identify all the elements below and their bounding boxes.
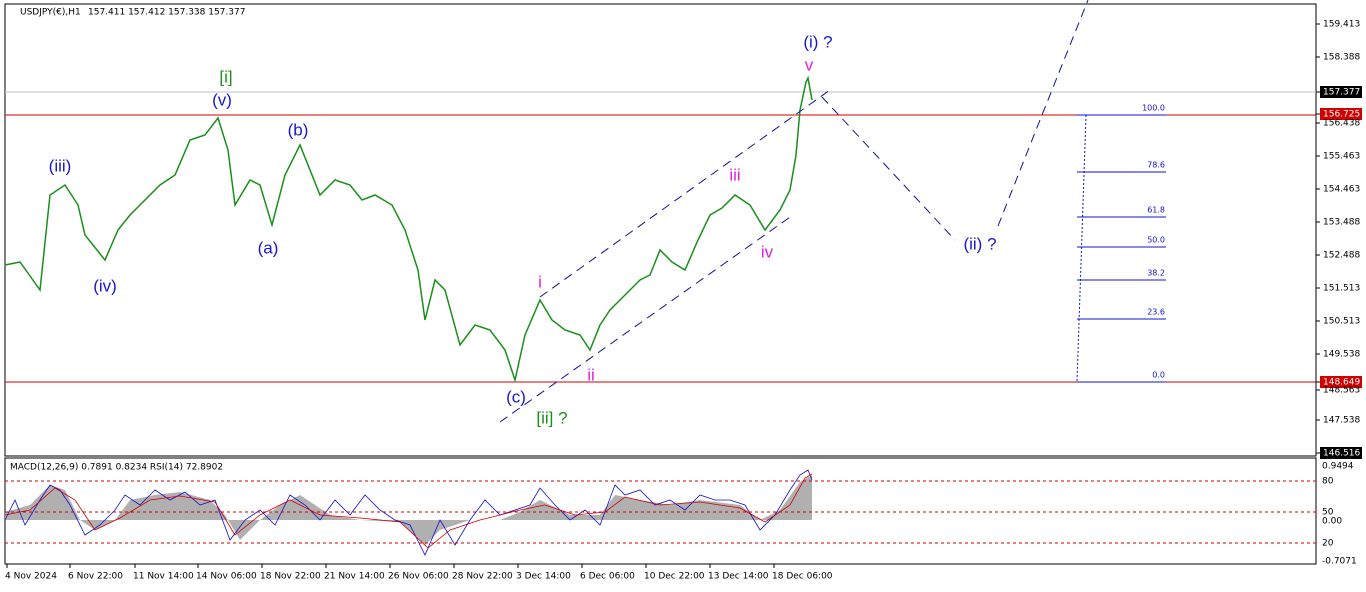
time-label: 3 Dec 14:00 bbox=[516, 572, 571, 582]
price-label: 153.488 bbox=[1323, 218, 1360, 228]
time-label: 18 Nov 22:00 bbox=[260, 572, 321, 582]
fib-trend bbox=[1076, 114, 1087, 383]
wave-label: iii bbox=[729, 165, 740, 184]
price-label: 157.377 bbox=[1323, 88, 1360, 98]
price-label: 150.513 bbox=[1323, 317, 1360, 327]
price-label: 154.463 bbox=[1323, 185, 1360, 195]
time-label: 11 Nov 14:00 bbox=[133, 572, 194, 582]
price-label: 152.488 bbox=[1323, 251, 1360, 261]
time-label: 6 Nov 22:00 bbox=[68, 572, 123, 582]
time-label: 4 Nov 2024 bbox=[5, 572, 57, 582]
indicator-title: MACD(12,26,9) 0.7891 0.8234 RSI(14) 72.8… bbox=[10, 463, 223, 473]
wave-label: v bbox=[805, 55, 814, 74]
wave-label: [ii] ? bbox=[536, 408, 567, 427]
wave-label: [i] bbox=[219, 67, 232, 86]
price-tag bbox=[1320, 108, 1362, 120]
fib-label: 0.0 bbox=[1152, 371, 1165, 380]
macd-signal bbox=[4, 473, 813, 549]
wave-label: (b) bbox=[288, 120, 309, 139]
price-label: 149.538 bbox=[1323, 350, 1360, 360]
price-label: 151.513 bbox=[1323, 284, 1360, 294]
wave-label: ii bbox=[587, 365, 595, 384]
time-label: 26 Nov 06:00 bbox=[388, 572, 449, 582]
price-label: 156.438 bbox=[1323, 119, 1360, 129]
main-pane bbox=[4, 3, 1317, 457]
rsi-line bbox=[4, 469, 813, 556]
indicator-label: 0.9494 bbox=[1322, 462, 1354, 472]
projection-down bbox=[821, 96, 956, 241]
price-label: 146.516 bbox=[1323, 449, 1360, 459]
fib-label: 23.6 bbox=[1147, 308, 1165, 317]
fib-label: 78.6 bbox=[1147, 161, 1165, 170]
wave-label: (c) bbox=[506, 387, 526, 406]
indicator-label: 20 bbox=[1322, 539, 1334, 549]
fib-label: 50.0 bbox=[1147, 236, 1165, 245]
price-path bbox=[4, 75, 813, 383]
indicator-label: 0.00 bbox=[1322, 517, 1342, 527]
symbol: USDJPY(€),H1 bbox=[20, 8, 81, 18]
price-label: 148.563 bbox=[1323, 386, 1360, 396]
projection-up bbox=[997, 0, 1089, 227]
price-label: 156.725 bbox=[1323, 110, 1360, 120]
price-label: 155.463 bbox=[1323, 152, 1360, 162]
indicator-pane bbox=[4, 457, 1317, 565]
quotes: 157.411 157.412 157.338 157.377 bbox=[88, 8, 245, 18]
wave-label: (v) bbox=[212, 90, 232, 109]
time-label: 18 Dec 06:00 bbox=[772, 572, 833, 582]
time-label: 13 Dec 14:00 bbox=[708, 572, 769, 582]
wave-label: (i) ? bbox=[803, 32, 832, 51]
time-label: 10 Dec 22:00 bbox=[644, 572, 705, 582]
time-label: 14 Nov 06:00 bbox=[196, 572, 257, 582]
price-label: 147.538 bbox=[1323, 416, 1360, 426]
wave-label: (iii) bbox=[49, 156, 72, 175]
indicator-label: 50 bbox=[1322, 508, 1334, 518]
fib-label: 38.2 bbox=[1147, 269, 1165, 278]
time-label: 28 Nov 22:00 bbox=[452, 572, 513, 582]
price-tag bbox=[1320, 447, 1362, 459]
wave-label: iv bbox=[761, 242, 774, 261]
price-tag bbox=[1320, 376, 1362, 388]
price-label: 158.388 bbox=[1323, 53, 1360, 63]
fib-label: 100.0 bbox=[1142, 104, 1165, 113]
price-label: 148.649 bbox=[1323, 378, 1360, 388]
time-label: 21 Nov 14:00 bbox=[324, 572, 385, 582]
time-label: 6 Dec 06:00 bbox=[580, 572, 635, 582]
wave-label: (iv) bbox=[93, 276, 117, 295]
wave-label: (a) bbox=[258, 238, 279, 257]
wave-label: (ii) ? bbox=[963, 234, 996, 253]
wave-label: i bbox=[538, 272, 542, 291]
indicator-label: -0.7071 bbox=[1322, 557, 1357, 567]
price-tag bbox=[1320, 86, 1362, 98]
indicator-label: 80 bbox=[1322, 477, 1334, 487]
price-label: 159.413 bbox=[1323, 20, 1360, 30]
fib-label: 61.8 bbox=[1147, 206, 1165, 215]
macd-histogram bbox=[5, 475, 812, 545]
